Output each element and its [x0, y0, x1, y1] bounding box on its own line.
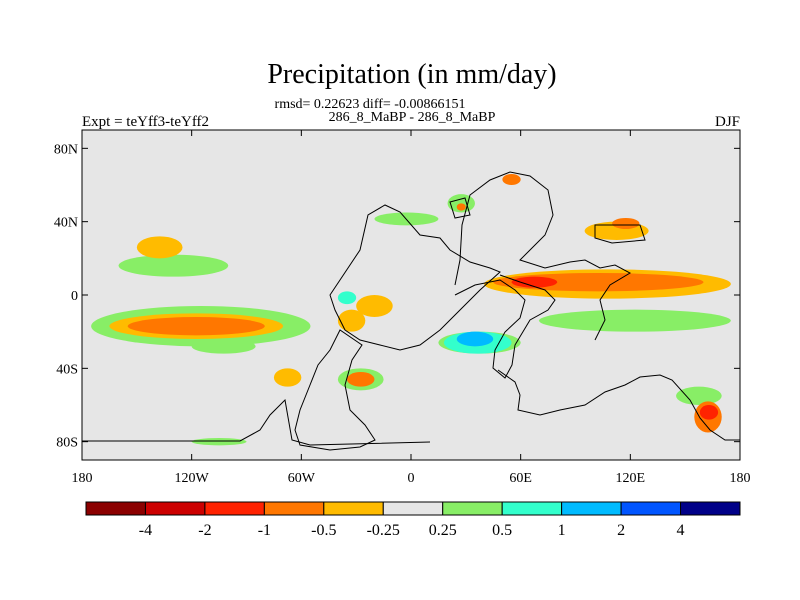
- colorbar-swatch: [442, 501, 503, 516]
- coastline-eurasia: [454, 171, 632, 341]
- colorbar-swatch: [144, 501, 206, 516]
- x-tick-label: 180: [730, 471, 751, 486]
- region-north-pacific-green: [118, 254, 229, 277]
- colorbar-label: -0.25: [367, 522, 400, 539]
- colorbar-swatch: [85, 501, 146, 516]
- x-tick-label: 180: [72, 471, 93, 486]
- colorbar-label: 1: [558, 522, 566, 539]
- region-antarctic-green: [191, 438, 247, 446]
- region-south-pacific-green: [191, 339, 256, 354]
- colorbar-swatch: [204, 501, 265, 516]
- plot-area: 180 120W 60W 0 60E 120E 180 80N 40N 0 40S 80S: [54, 129, 751, 486]
- x-tick-label: 60W: [288, 471, 316, 486]
- y-tick-label: 0: [71, 289, 78, 304]
- colorbar-label: 0.5: [492, 522, 512, 539]
- region-south-america-yellow: [337, 309, 366, 332]
- x-axis-ticks: 180 120W 60W 0 60E 120E 180: [72, 130, 751, 486]
- coastline-antarctica: [82, 398, 431, 446]
- region-north-atlantic-yellow: [356, 295, 393, 317]
- region-siberia-orange: [502, 174, 521, 185]
- colorbar: -4 -2 -1 -0.5 -0.25 0.25 0.5 1 2 4: [85, 501, 741, 539]
- region-africa-arabia-band-red: [511, 276, 558, 288]
- colorbar-swatch: [501, 501, 563, 516]
- x-tick-label: 0: [408, 471, 415, 486]
- chart-title: Precipitation (in mm/day): [267, 59, 556, 90]
- colorbar-swatch: [382, 501, 444, 516]
- x-tick-label: 120E: [616, 471, 646, 486]
- colorbar-swatch: [561, 501, 622, 516]
- colorbar-swatch: [263, 501, 325, 516]
- colorbar-label: -2: [198, 522, 211, 539]
- x-tick-label: 120W: [175, 471, 210, 486]
- region-indian-ocean-blue: [456, 331, 494, 347]
- y-axis-ticks: 80N 40N 0 40S 80S: [54, 142, 740, 451]
- region-western-pacific-green: [538, 309, 731, 332]
- coastline-greenland: [449, 197, 471, 219]
- coastline-south-america: [294, 329, 376, 451]
- region-europe-orange: [456, 203, 466, 211]
- region-southern-ocean-red: [699, 405, 719, 420]
- run-label: 286_8_MaBP - 286_8_MaBP: [329, 110, 496, 125]
- coastline-east-asia: [594, 224, 646, 244]
- colorbar-label: -1: [258, 522, 271, 539]
- coastline-australia: [497, 369, 740, 441]
- y-tick-label: 80S: [56, 436, 78, 451]
- region-patagonia-yellow: [273, 368, 302, 387]
- coastline-africa: [454, 274, 556, 379]
- experiment-label: Expt = teYff3-teYff2: [82, 114, 209, 130]
- region-north-africa-cyan: [337, 291, 357, 305]
- colorbar-label: 0.25: [429, 522, 457, 539]
- chart-subtitle: rmsd= 0.22623 diff= -0.00866151: [275, 97, 466, 112]
- region-southern-ocean-green: [676, 386, 722, 406]
- region-north-pacific-yellow: [136, 236, 183, 259]
- coastline-outlines: [82, 171, 740, 451]
- colorbar-swatch: [680, 501, 741, 516]
- x-tick-label: 60E: [509, 471, 532, 486]
- colorbar-label: 2: [617, 522, 625, 539]
- y-tick-label: 40N: [54, 216, 78, 231]
- y-tick-label: 80N: [54, 142, 78, 157]
- colorbar-label: 4: [677, 522, 685, 539]
- precip-difference-regions: [91, 174, 731, 446]
- colorbar-swatch: [620, 501, 682, 516]
- region-east-asia-orange: [612, 218, 640, 229]
- region-south-atlantic-orange: [347, 372, 375, 387]
- region-itcz-central-pacific-max: [127, 317, 265, 336]
- season-label: DJF: [715, 114, 740, 130]
- y-tick-label: 40S: [56, 362, 78, 377]
- colorbar-label: -4: [139, 522, 152, 539]
- coastline-americas: [329, 204, 501, 351]
- colorbar-swatch: [323, 501, 384, 516]
- colorbar-label: -0.5: [311, 522, 336, 539]
